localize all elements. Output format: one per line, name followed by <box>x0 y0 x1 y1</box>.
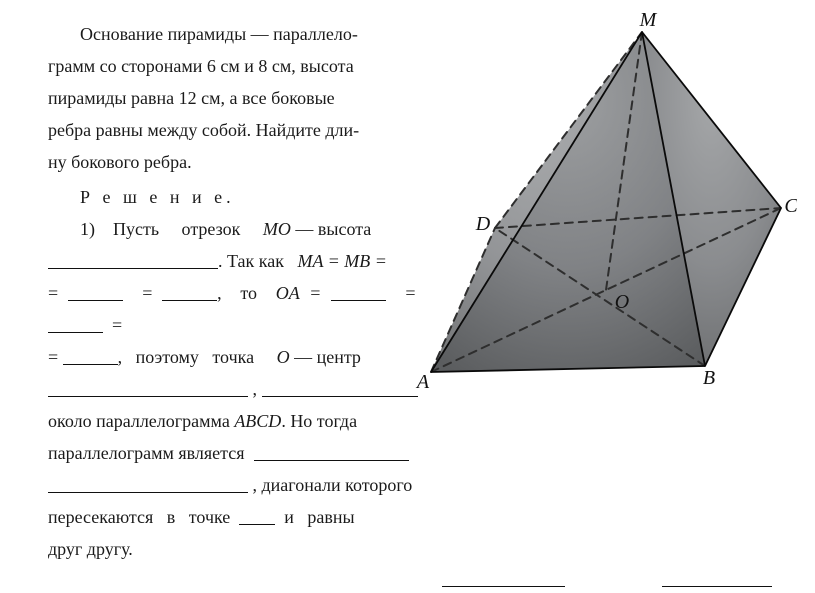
step1-row3: = = , то OA = = = <box>48 277 420 341</box>
problem-line-5: ну бокового ребра. <box>48 146 420 178</box>
step1-row7: параллелограмм является <box>48 437 788 469</box>
problem-line-1: Основание пирамиды — параллело- <box>48 18 420 50</box>
problem-line-3: пирамиды равна 12 см, а все боковые <box>48 82 420 114</box>
problem-line-4: ребра равны между собой. Найдите дли- <box>48 114 420 146</box>
svg-text:O: O <box>615 291 629 313</box>
svg-text:C: C <box>784 195 797 217</box>
step1-row6: около параллелограмма ABCD. Но тогда <box>48 405 420 437</box>
step1-row5: , <box>48 373 420 405</box>
pyramid-figure: M A B C D O <box>407 10 797 390</box>
step2-row1: 2) По теореме Пифагора AC = √AB2+ = √62+… <box>48 585 788 593</box>
step1-row2: . Так как MA = MB = <box>48 245 420 277</box>
step1-row4: = , поэтому точка O — центр <box>48 341 420 373</box>
step1-row1: 1) Пусть отрезок MO — высота <box>48 213 420 245</box>
solution-heading: Р е ш е н и е. <box>48 181 420 213</box>
svg-text:M: M <box>639 10 658 31</box>
problem-line-2: грамм со сторонами 6 см и 8 см, высота <box>48 50 420 82</box>
step1-row8: , диагонали которого <box>48 469 788 501</box>
svg-text:D: D <box>475 213 491 235</box>
step1-row9: пересекаются в точке и равны <box>48 501 788 533</box>
svg-text:B: B <box>703 367 715 389</box>
svg-text:A: A <box>415 371 430 390</box>
step1-row10: друг другу. <box>48 533 788 565</box>
